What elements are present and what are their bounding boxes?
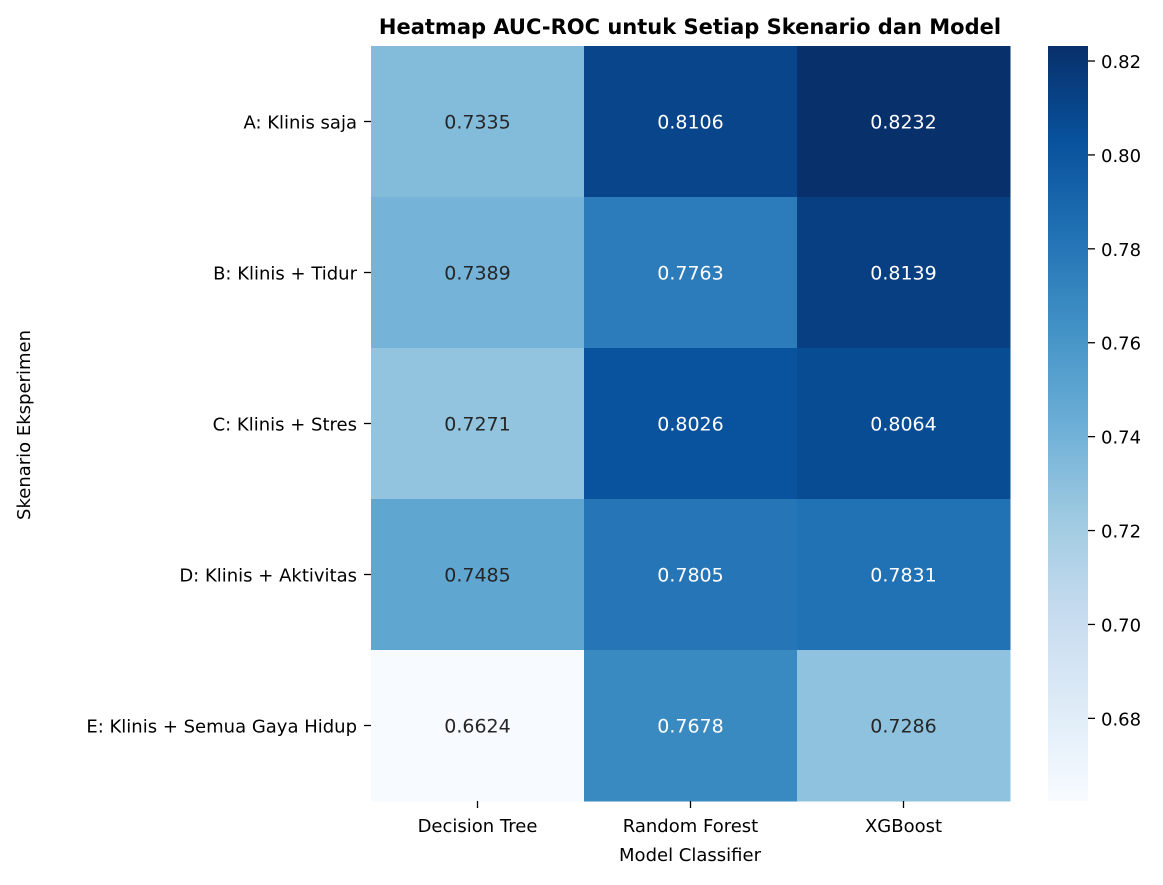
heatmap-cells <box>371 46 1011 802</box>
cell-value-label: 0.8139 <box>870 263 936 285</box>
x-tick-label: XGBoost <box>865 816 942 837</box>
colorbar <box>1048 46 1088 801</box>
y-tick-label: E: Klinis + Semua Gaya Hidup <box>86 717 357 738</box>
colorbar-tick-label: 0.80 <box>1101 146 1141 167</box>
x-axis-label: Model Classifier <box>619 845 762 866</box>
colorbar-tick-label: 0.74 <box>1101 428 1141 449</box>
cell-value-label: 0.7286 <box>870 716 936 738</box>
heatmap-cell <box>584 197 798 349</box>
cell-value-label: 0.7389 <box>444 263 510 285</box>
heatmap-cell <box>584 499 798 651</box>
cell-value-label: 0.8106 <box>657 112 723 134</box>
colorbar-tick-label: 0.68 <box>1101 709 1141 730</box>
cell-value-label: 0.8026 <box>657 414 723 436</box>
cell-value-label: 0.7763 <box>657 263 723 285</box>
cell-value-label: 0.8232 <box>870 112 936 134</box>
cell-value-label: 0.7485 <box>444 565 510 587</box>
heatmap-cell <box>371 46 585 198</box>
heatmap-cell <box>797 499 1011 651</box>
cell-value-label: 0.6624 <box>444 716 510 738</box>
heatmap-cell <box>371 197 585 349</box>
x-axis: Decision Tree Random Forest XGBoost <box>418 801 942 837</box>
y-tick-label: D: Klinis + Aktivitas <box>179 566 357 587</box>
colorbar-tick-label: 0.72 <box>1101 522 1141 543</box>
heatmap-cell <box>584 46 798 198</box>
heatmap-cell <box>797 197 1011 349</box>
colorbar-tick-label: 0.76 <box>1101 334 1141 355</box>
y-tick-label: C: Klinis + Stres <box>213 415 357 436</box>
colorbar-tick-label: 0.70 <box>1101 615 1141 636</box>
heatmap-cell-labels: 0.7335 0.8106 0.8232 0.7389 0.7763 0.8139 0.72… <box>444 112 936 738</box>
y-tick-label: B: Klinis + Tidur <box>213 264 358 285</box>
heatmap-cell <box>797 650 1011 802</box>
y-axis: A: Klinis saja B: Klinis + Tidur C: Klinis… <box>86 113 371 738</box>
cell-value-label: 0.8064 <box>870 414 936 436</box>
colorbar-tick-label: 0.82 <box>1101 52 1141 73</box>
chart-title: Heatmap AUC-ROC untuk Setiap Skenario da… <box>379 15 1001 39</box>
colorbar-tick-label: 0.78 <box>1101 240 1141 261</box>
heatmap-cell <box>371 650 585 802</box>
heatmap-cell <box>584 650 798 802</box>
x-tick-label: Decision Tree <box>418 816 538 837</box>
y-tick-label: A: Klinis saja <box>243 113 357 134</box>
heatmap-cell <box>797 46 1011 198</box>
x-tick-label: Random Forest <box>623 816 758 837</box>
cell-value-label: 0.7335 <box>444 112 510 134</box>
cell-value-label: 0.7271 <box>444 414 510 436</box>
cell-value-label: 0.7678 <box>657 716 723 738</box>
cell-value-label: 0.7831 <box>870 565 936 587</box>
y-axis-label: Skenario Eksperimen <box>14 330 35 520</box>
colorbar-ticks: 0.68 0.70 0.72 0.74 0.76 0.78 0.80 0.82 <box>1088 52 1141 730</box>
cell-value-label: 0.7805 <box>657 565 723 587</box>
heatmap-cell <box>797 348 1011 500</box>
heatmap-cell <box>584 348 798 500</box>
heatmap-cell <box>371 348 585 500</box>
heatmap-cell <box>371 499 585 651</box>
